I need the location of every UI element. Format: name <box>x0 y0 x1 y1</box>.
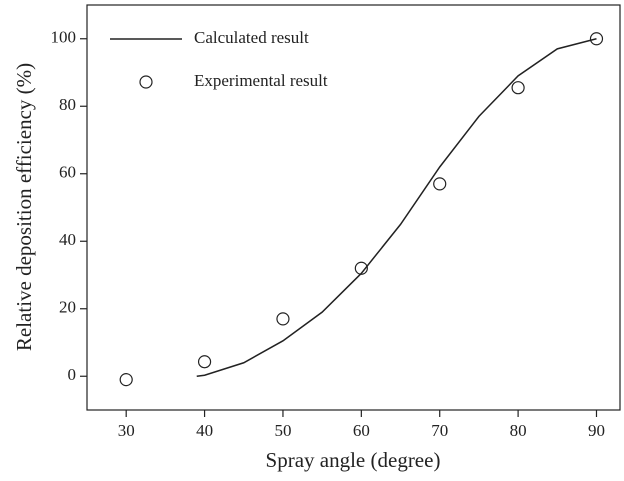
data-point <box>276 312 290 326</box>
data-point <box>197 355 212 369</box>
x-tick-label: 90 <box>588 421 605 440</box>
x-tick-label: 50 <box>274 421 291 440</box>
y-tick-label: 40 <box>59 230 76 249</box>
x-tick-label: 30 <box>118 421 135 440</box>
y-tick-label: 0 <box>68 365 77 384</box>
legend-label: Calculated result <box>194 28 309 47</box>
y-axis-label: Relative deposition efficiency (%) <box>12 63 36 351</box>
y-tick-label: 60 <box>59 163 76 182</box>
x-tick-label: 40 <box>196 421 213 440</box>
data-point <box>511 81 525 95</box>
y-tick-label: 20 <box>59 298 76 317</box>
data-point <box>589 32 604 46</box>
x-tick-label: 60 <box>353 421 370 440</box>
y-tick-label: 100 <box>51 28 77 47</box>
data-point <box>354 261 368 275</box>
data-point <box>433 177 447 191</box>
data-point <box>119 373 133 387</box>
x-tick-label: 70 <box>431 421 448 440</box>
y-tick-label: 80 <box>59 95 76 114</box>
legend-marker <box>139 75 153 89</box>
plot-frame <box>86 4 621 411</box>
x-tick-label: 80 <box>510 421 527 440</box>
x-axis-label: Spray angle (degree) <box>266 448 441 472</box>
legend-label: Experimental result <box>194 71 328 90</box>
calculated-line <box>196 38 597 377</box>
